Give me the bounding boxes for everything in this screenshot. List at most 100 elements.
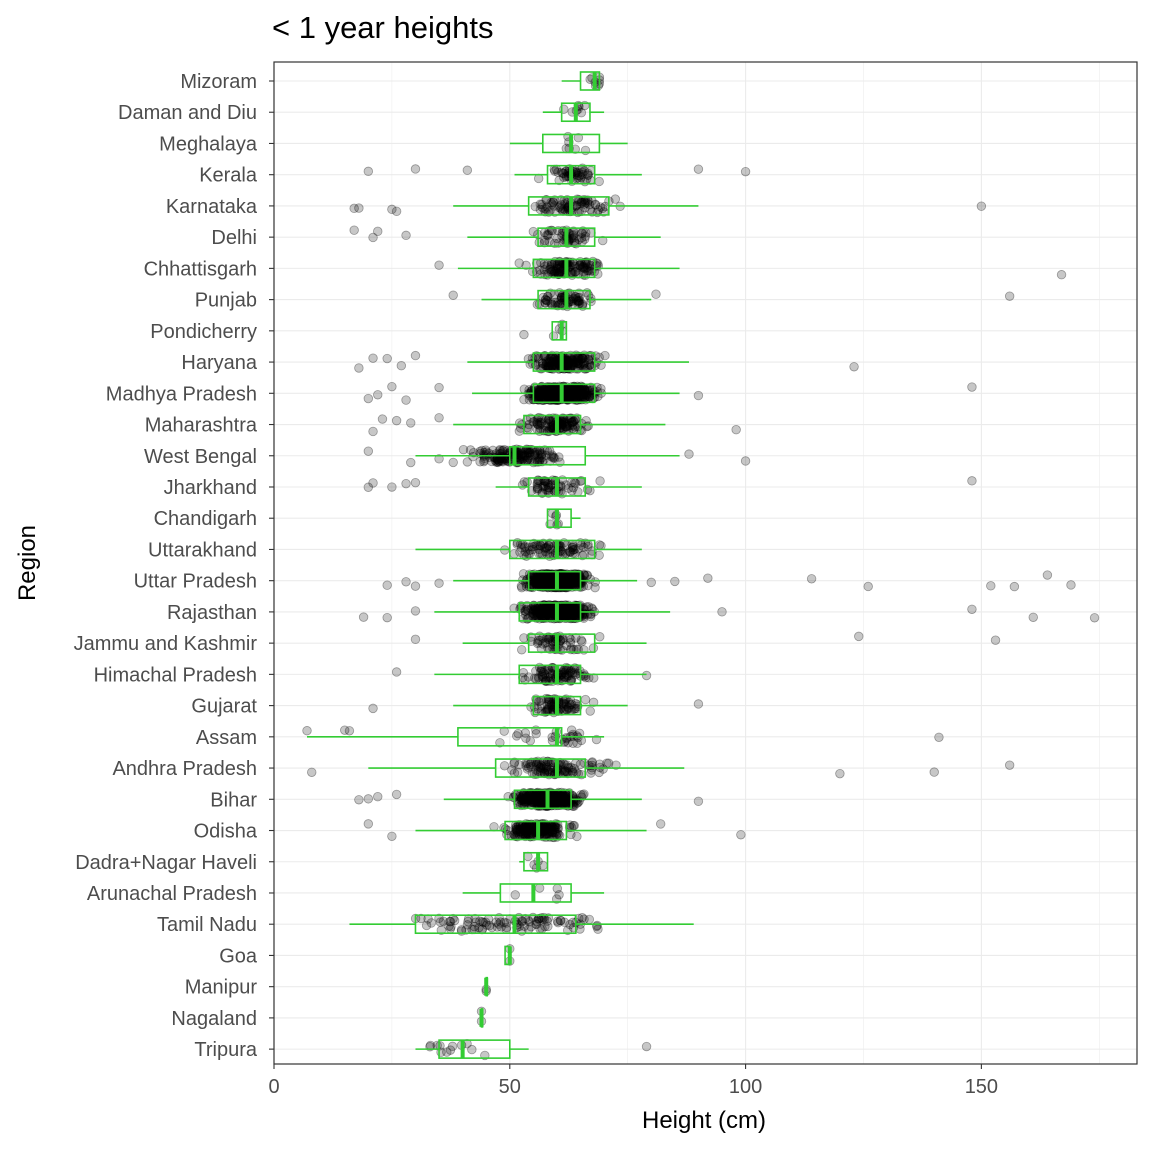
point-haryana (576, 354, 586, 365)
point-uttarakhand (509, 549, 519, 559)
y-tick-label-uttar-pradesh: Uttar Pradesh (134, 571, 257, 593)
outlier-rajasthan (382, 612, 392, 623)
y-tick-label-chhattisgarh: Chhattisgarh (144, 258, 257, 280)
point-karnataka (547, 199, 557, 209)
y-tick-label-goa: Goa (219, 945, 258, 967)
point-punjab (542, 295, 552, 306)
point-kerala (576, 172, 586, 182)
point-himachal-pradesh (569, 664, 579, 675)
point-delhi (569, 233, 579, 243)
point-haryana (537, 358, 548, 369)
point-rajasthan (520, 606, 531, 617)
point-delhi (542, 230, 552, 240)
point-tamil-nadu (523, 915, 533, 925)
point-kerala (559, 172, 569, 182)
point-chhattisgarh (546, 260, 557, 270)
y-tick-label-jharkhand: Jharkhand (164, 477, 257, 499)
point-tamil-nadu (514, 921, 525, 931)
point-madhya-pradesh (565, 384, 575, 394)
point-haryana (568, 359, 578, 369)
point-gujarat (580, 694, 591, 705)
point-kerala (574, 168, 584, 178)
point-karnataka (595, 202, 606, 212)
outlier-bihar (363, 794, 374, 804)
point-chhattisgarh (593, 269, 603, 279)
point-haryana (573, 358, 583, 368)
point-punjab (573, 296, 583, 307)
point-uttarakhand (594, 550, 604, 560)
outlier-assam (302, 726, 312, 736)
point-delhi (539, 237, 550, 248)
point-karnataka (580, 198, 591, 208)
point-punjab (571, 294, 581, 304)
point-delhi (543, 230, 553, 241)
point-jammu-and-kashmir (533, 635, 544, 645)
point-karnataka (584, 199, 595, 210)
point-kerala (557, 167, 567, 177)
outlier-karnataka (354, 203, 364, 213)
point-karnataka (587, 207, 597, 217)
outlier-madhya-pradesh (387, 381, 397, 392)
point-haryana (570, 351, 580, 362)
point-jammu-and-kashmir (517, 645, 527, 655)
point-delhi (540, 235, 550, 246)
outlier-karnataka (387, 204, 397, 215)
x-tick-label-50: 50 (499, 1076, 521, 1098)
point-bihar (576, 792, 587, 802)
outlier-andhra-pradesh (1004, 760, 1015, 770)
outlier-delhi (349, 225, 359, 235)
point-haryana (537, 358, 548, 368)
point-haryana (544, 355, 554, 365)
outlier-uttar-pradesh (410, 581, 421, 591)
point-karnataka (559, 204, 569, 214)
point-gujarat (541, 693, 551, 704)
y-tick-label-nagaland: Nagaland (171, 1008, 257, 1030)
point-chhattisgarh (551, 266, 561, 276)
point-jharkhand (532, 482, 543, 492)
outlier-kerala (363, 166, 374, 177)
point-chhattisgarh (539, 265, 549, 275)
point-chhattisgarh (540, 261, 550, 272)
outlier-gujarat (368, 703, 378, 714)
y-tick-labels: Mizoram Daman and Diu Meghalaya Kerala Karna… (74, 71, 274, 1061)
outlier-karnataka (976, 201, 987, 211)
point-chhattisgarh (580, 257, 591, 268)
outlier-uttar-pradesh (1042, 570, 1053, 580)
point-haryana (570, 358, 580, 368)
point-tamil-nadu (577, 913, 587, 923)
outlier-bihar (373, 791, 383, 802)
point-haryana (563, 356, 573, 366)
outlier-uttar-pradesh (382, 580, 392, 590)
point-delhi (574, 234, 584, 245)
point-haryana (573, 351, 583, 362)
point-haryana (563, 360, 574, 371)
point-chhattisgarh (554, 269, 564, 279)
point-karnataka (555, 201, 565, 211)
point-haryana (575, 359, 586, 369)
outlier-odisha (655, 819, 666, 829)
point-chhattisgarh (579, 267, 589, 277)
point-andhra-pradesh (594, 767, 604, 778)
point-gujarat (532, 704, 543, 714)
point-arunachal-pradesh (510, 890, 520, 900)
point-chhattisgarh (544, 268, 554, 278)
point-punjab (538, 292, 548, 303)
point-punjab (543, 292, 553, 302)
point-uttarakhand (528, 544, 538, 555)
point-punjab (546, 297, 556, 308)
outlier-west-bengal (740, 456, 751, 466)
point-haryana (577, 353, 587, 364)
point-gujarat (585, 706, 595, 716)
point-karnataka (554, 202, 564, 213)
point-karnataka (540, 207, 550, 217)
point-bihar (558, 791, 569, 801)
point-jharkhand (557, 489, 567, 499)
point-haryana (577, 353, 588, 364)
point-chhattisgarh (573, 269, 584, 279)
point-kerala (573, 170, 583, 181)
y-tick-label-bihar: Bihar (210, 789, 257, 811)
point-chhattisgarh (575, 260, 585, 270)
point-karnataka (530, 201, 541, 212)
y-tick-label-uttarakhand: Uttarakhand (148, 539, 257, 561)
